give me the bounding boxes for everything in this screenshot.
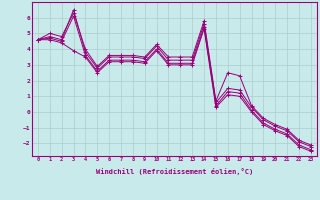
X-axis label: Windchill (Refroidissement éolien,°C): Windchill (Refroidissement éolien,°C) bbox=[96, 168, 253, 175]
